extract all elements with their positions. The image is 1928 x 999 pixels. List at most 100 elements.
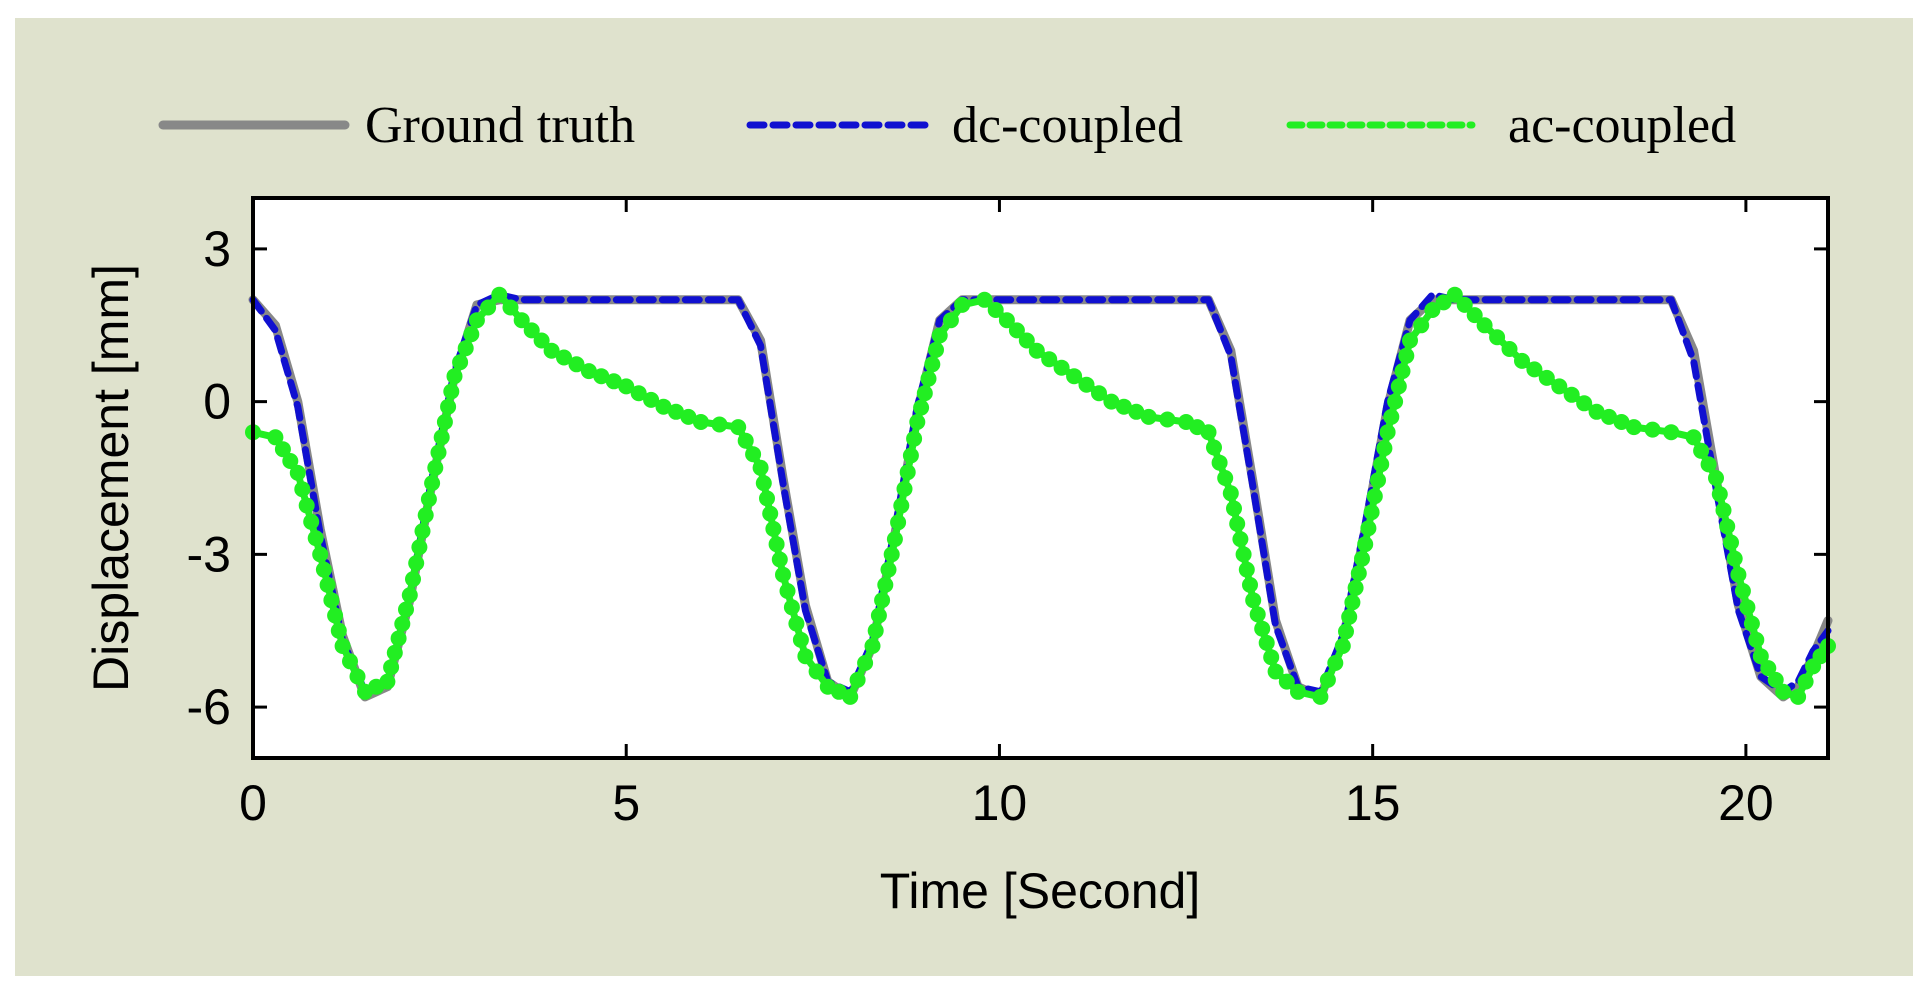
data-point	[768, 536, 785, 553]
data-point	[1456, 296, 1473, 313]
series-markers-3	[245, 286, 1836, 705]
data-point	[605, 373, 622, 390]
data-point	[1625, 419, 1642, 436]
data-point	[1775, 683, 1792, 700]
data-point	[452, 354, 469, 371]
data-point	[440, 398, 457, 415]
legend: Ground truth dc-coupled ac-coupled	[158, 97, 1736, 154]
data-point	[893, 497, 910, 514]
data-point	[1103, 393, 1120, 410]
data-point	[1312, 688, 1329, 705]
data-point	[1730, 566, 1747, 583]
legend-label-3: ac-coupled	[1508, 97, 1736, 154]
data-point	[1601, 408, 1617, 425]
data-point	[870, 607, 887, 624]
data-point	[1748, 631, 1765, 648]
data-point	[755, 475, 772, 492]
data-point	[808, 663, 825, 680]
data-point	[874, 592, 891, 609]
data-point	[899, 464, 916, 481]
data-point	[401, 587, 418, 604]
data-point	[298, 497, 315, 514]
data-point	[1379, 424, 1396, 441]
data-point	[987, 302, 1004, 318]
data-point	[864, 638, 881, 654]
y-tick-label: -6	[187, 679, 231, 735]
data-point	[1338, 623, 1354, 640]
data-point	[880, 561, 897, 578]
data-point	[1394, 363, 1411, 380]
data-point	[902, 447, 919, 464]
data-point	[1341, 608, 1358, 625]
data-point	[1760, 660, 1777, 677]
data-point	[886, 531, 903, 548]
data-point	[1242, 576, 1258, 593]
x-tick-label: 0	[239, 775, 267, 831]
x-tick-label: 20	[1718, 775, 1774, 831]
data-point	[1685, 429, 1702, 446]
data-point	[920, 370, 937, 387]
data-point	[1357, 536, 1374, 553]
data-point	[1115, 398, 1132, 415]
data-point	[379, 673, 396, 690]
data-point	[420, 491, 437, 508]
data-point	[762, 505, 779, 522]
data-point	[883, 546, 900, 563]
data-point	[1232, 531, 1249, 548]
data-point	[1489, 329, 1506, 346]
data-point	[797, 648, 814, 665]
data-point	[668, 403, 684, 420]
data-point	[1159, 411, 1176, 428]
data-point	[1376, 440, 1393, 457]
legend-label-2: dc-coupled	[952, 97, 1183, 154]
data-point	[342, 653, 358, 670]
data-point	[928, 341, 944, 358]
y-tick-label: 3	[203, 221, 231, 277]
data-point	[580, 363, 597, 380]
data-point	[424, 475, 441, 492]
data-point	[618, 378, 635, 395]
data-point	[1719, 518, 1736, 535]
data-point	[1217, 470, 1234, 486]
data-point	[1066, 368, 1083, 385]
data-point	[1466, 307, 1483, 324]
data-point	[1334, 638, 1351, 654]
data-point	[533, 332, 550, 349]
data-point	[1700, 456, 1717, 473]
data-point	[1258, 634, 1275, 651]
data-point	[315, 561, 332, 578]
data-point	[779, 583, 796, 599]
plot-frame	[251, 196, 1830, 760]
data-point	[1743, 615, 1760, 632]
legend-label-1: Ground truth	[365, 97, 635, 154]
data-point	[408, 555, 425, 572]
data-point	[906, 430, 923, 447]
data-point	[1576, 395, 1593, 412]
data-point	[877, 576, 894, 593]
data-point	[792, 631, 809, 648]
data-point	[630, 385, 647, 402]
data-point	[1091, 385, 1107, 402]
data-point	[1390, 378, 1407, 395]
data-point	[867, 622, 884, 639]
data-point	[443, 383, 460, 400]
data-point	[282, 453, 299, 469]
data-point	[765, 520, 782, 537]
data-point	[1715, 502, 1732, 519]
data-point	[931, 327, 948, 344]
data-point	[1354, 550, 1370, 567]
data-point	[433, 429, 450, 446]
data-point	[468, 312, 485, 329]
data-point	[319, 576, 336, 593]
data-point	[513, 312, 530, 329]
data-point	[857, 655, 874, 671]
data-point	[1347, 579, 1364, 596]
data-point	[1360, 520, 1377, 537]
data-point	[307, 530, 324, 547]
data-point	[383, 659, 400, 676]
x-tick-label: 5	[612, 775, 640, 831]
data-point	[303, 513, 320, 530]
data-point	[1363, 504, 1380, 521]
